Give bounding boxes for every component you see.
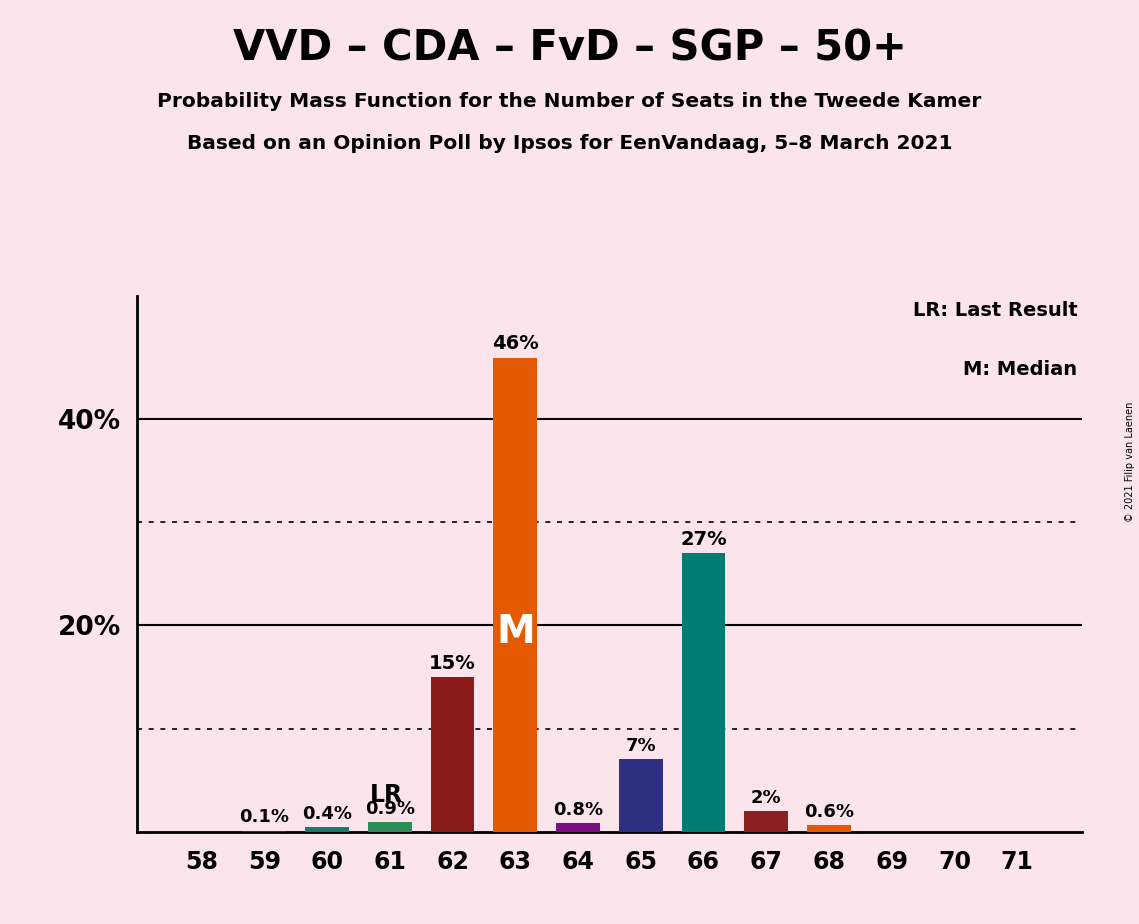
- Bar: [431, 677, 475, 832]
- Bar: [243, 831, 286, 832]
- Bar: [744, 811, 788, 832]
- Text: 0.1%: 0.1%: [239, 808, 289, 826]
- Text: VVD – CDA – FvD – SGP – 50+: VVD – CDA – FvD – SGP – 50+: [232, 28, 907, 69]
- Text: 0.8%: 0.8%: [552, 801, 603, 820]
- Text: LR: LR: [370, 783, 403, 807]
- Text: © 2021 Filip van Laenen: © 2021 Filip van Laenen: [1125, 402, 1134, 522]
- Text: Based on an Opinion Poll by Ipsos for EenVandaag, 5–8 March 2021: Based on an Opinion Poll by Ipsos for Ee…: [187, 134, 952, 153]
- Text: 46%: 46%: [492, 334, 539, 353]
- Text: Probability Mass Function for the Number of Seats in the Tweede Kamer: Probability Mass Function for the Number…: [157, 92, 982, 112]
- Text: 0.6%: 0.6%: [804, 803, 854, 821]
- Bar: [681, 553, 726, 832]
- Text: 2%: 2%: [751, 789, 781, 807]
- Text: M: Median: M: Median: [964, 360, 1077, 379]
- Bar: [368, 822, 412, 832]
- Text: M: M: [495, 614, 534, 651]
- Bar: [806, 825, 851, 832]
- Text: 7%: 7%: [625, 737, 656, 755]
- Bar: [305, 828, 349, 832]
- Text: 15%: 15%: [429, 654, 476, 673]
- Bar: [556, 823, 600, 832]
- Text: 0.9%: 0.9%: [364, 800, 415, 819]
- Bar: [493, 358, 538, 832]
- Bar: [618, 760, 663, 832]
- Text: LR: Last Result: LR: Last Result: [912, 301, 1077, 320]
- Text: 0.4%: 0.4%: [302, 806, 352, 823]
- Text: 27%: 27%: [680, 530, 727, 549]
